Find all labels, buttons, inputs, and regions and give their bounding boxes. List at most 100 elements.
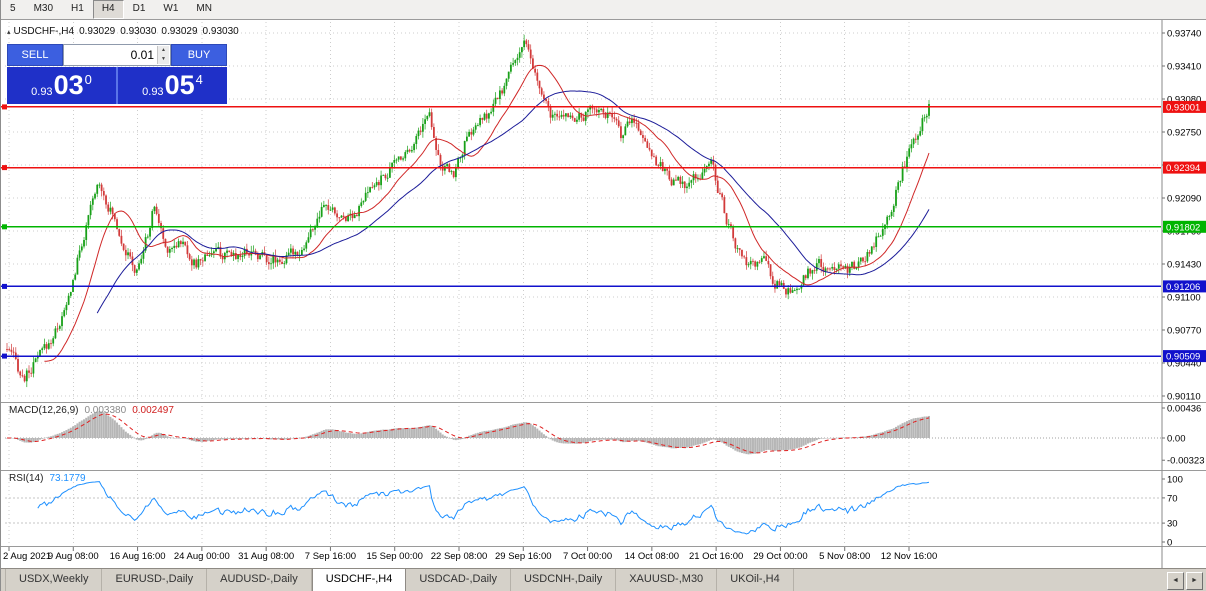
tab-scroll-arrows: ◄ ► <box>1167 572 1203 590</box>
line-edge-marker[interactable] <box>2 224 7 230</box>
macd-scale-label: 0.00436 <box>1167 404 1201 415</box>
time-axis-label: 29 Oct 00:00 <box>753 551 807 562</box>
rsi-scale-label: 30 <box>1167 519 1178 530</box>
sell-price-pip: 0 <box>84 72 92 87</box>
sell-price-big: 03 <box>53 70 84 100</box>
sell-price-prefix: 0.93 <box>31 85 53 98</box>
period-button-w1[interactable]: W1 <box>163 3 179 14</box>
price-badge: 0.90509 <box>1163 350 1206 363</box>
period-button-h1[interactable]: H1 <box>71 3 84 14</box>
svg-text:0.90110: 0.90110 <box>1167 392 1201 403</box>
chart-marker-icon: ▴ <box>7 29 11 36</box>
time-axis-label: 7 Oct 00:00 <box>563 551 612 562</box>
buy-button[interactable]: BUY <box>171 44 227 66</box>
price-badge: 0.91206 <box>1163 280 1206 293</box>
price-badge: 0.91802 <box>1163 220 1206 233</box>
sell-button[interactable]: SELL <box>7 44 63 66</box>
macd-scale-label: 0.00 <box>1167 434 1186 445</box>
macd-signal-value: 0.002497 <box>132 405 174 416</box>
macd-indicator-label: MACD(12,26,9) 0.003380 0.002497 <box>9 405 180 416</box>
svg-text:0.92750: 0.92750 <box>1167 128 1201 139</box>
time-axis-label: 15 Sep 00:00 <box>366 551 423 562</box>
svg-text:0.93001: 0.93001 <box>1166 102 1200 113</box>
period-button-mn[interactable]: MN <box>196 3 212 14</box>
time-axis-label: 29 Sep 16:00 <box>495 551 552 562</box>
svg-text:0.90440: 0.90440 <box>1167 359 1201 370</box>
lot-size-input[interactable] <box>64 44 170 66</box>
period-button-5[interactable]: 5 <box>10 3 16 14</box>
svg-text:0.90509: 0.90509 <box>1166 352 1200 363</box>
tab-scroll-right-button[interactable]: ► <box>1186 572 1203 590</box>
horizontal-line[interactable] <box>1 104 1161 110</box>
macd-scale-label: -0.00323 <box>1167 456 1205 467</box>
rsi-scale-label: 0 <box>1167 538 1172 549</box>
lot-spinner: ▲ ▼ <box>157 46 169 64</box>
rsi-name: RSI(14) <box>9 473 44 484</box>
svg-text:0.93740: 0.93740 <box>1167 29 1201 40</box>
chart-tab[interactable]: USDCAD-,Daily <box>406 569 511 591</box>
grid <box>5 22 1161 546</box>
time-axis-label: 22 Sep 08:00 <box>431 551 488 562</box>
time-axis-label: 5 Nov 08:00 <box>819 551 870 562</box>
price-axis: 0.937400.934100.930800.927500.924200.920… <box>1162 29 1201 403</box>
chart-tab[interactable]: UKOil-,H4 <box>717 569 794 591</box>
period-button-d1[interactable]: D1 <box>132 3 146 14</box>
chart-tab[interactable]: AUDUSD-,Daily <box>207 569 312 591</box>
price-badge: 0.92394 <box>1163 161 1206 174</box>
rsi-indicator-label: RSI(14) 73.1779 <box>9 473 92 484</box>
chart-tab[interactable]: EURUSD-,Daily <box>102 569 208 591</box>
macd-histogram <box>6 411 930 455</box>
svg-text:0.91430: 0.91430 <box>1167 260 1201 271</box>
chart-tab[interactable]: USDCHF-,H4 <box>311 568 407 591</box>
one-click-trading-panel: SELL ▲ ▼ BUY 0.93 03 0 0.93 05 4 <box>7 44 227 104</box>
macd-name: MACD(12,26,9) <box>9 405 79 416</box>
chart-tab[interactable]: XAUUSD-,M30 <box>616 569 718 591</box>
buy-price-prefix: 0.93 <box>142 85 164 98</box>
svg-text:0.92394: 0.92394 <box>1166 163 1200 174</box>
svg-text:0.90770: 0.90770 <box>1167 326 1201 337</box>
horizontal-line[interactable] <box>1 224 1161 230</box>
horizontal-line[interactable] <box>1 353 1161 359</box>
rsi-scale-label: 70 <box>1167 493 1178 504</box>
buy-price-big: 05 <box>164 70 195 100</box>
period-button-h4[interactable]: H4 <box>92 0 124 19</box>
buy-price-pip: 4 <box>195 72 203 87</box>
chart-ohlc-info: ▴ USDCHF-,H4 0.93029 0.93030 0.93029 0.93030 <box>7 26 244 37</box>
line-edge-marker[interactable] <box>2 353 7 359</box>
svg-text:0.91802: 0.91802 <box>1166 222 1200 233</box>
time-axis-label: 9 Aug 08:00 <box>48 551 99 562</box>
line-edge-marker[interactable] <box>2 283 7 289</box>
chart-tab[interactable]: USDCNH-,Daily <box>511 569 617 591</box>
tab-scroll-left-button[interactable]: ◄ <box>1167 572 1184 590</box>
rsi-line <box>37 481 930 535</box>
ohlc-high: 0.93030 <box>120 26 157 37</box>
time-axis-label: 21 Oct 16:00 <box>689 551 743 562</box>
svg-text:0.93410: 0.93410 <box>1167 62 1201 73</box>
macd-signal-line <box>6 413 930 454</box>
line-edge-marker[interactable] <box>2 104 7 110</box>
horizontal-line[interactable] <box>1 165 1161 171</box>
svg-text:0.91100: 0.91100 <box>1167 293 1201 304</box>
buy-price[interactable]: 0.93 05 4 <box>118 67 227 104</box>
chart-canvas[interactable]: 0.937400.934100.930800.927500.924200.920… <box>1 20 1206 568</box>
line-edge-marker[interactable] <box>2 165 7 171</box>
sell-price[interactable]: 0.93 03 0 <box>7 67 116 104</box>
time-axis-label: 24 Aug 00:00 <box>174 551 230 562</box>
price-divider <box>116 67 118 104</box>
lot-spinner-up-icon[interactable]: ▲ <box>158 46 169 55</box>
ma-slow-line <box>96 90 930 314</box>
chart-tabs-bar: USDX,Weekly EURUSD-,Daily AUDUSD-,Daily USD… <box>1 568 1206 591</box>
period-button-m30[interactable]: M30 <box>33 3 54 14</box>
rsi-scale-label: 100 <box>1167 475 1183 486</box>
lot-spinner-down-icon[interactable]: ▼ <box>158 55 169 64</box>
time-axis-label: 7 Sep 16:00 <box>305 551 356 562</box>
horizontal-line[interactable] <box>1 283 1161 289</box>
time-axis-label: 12 Nov 16:00 <box>881 551 938 562</box>
chart-window: 0.937400.934100.930800.927500.924200.920… <box>1 19 1206 568</box>
chart-tab[interactable]: USDX,Weekly <box>5 569 103 591</box>
svg-text:0.92090: 0.92090 <box>1167 194 1201 205</box>
macd-main-value: 0.003380 <box>84 405 127 416</box>
ohlc-open: 0.93029 <box>79 26 116 37</box>
